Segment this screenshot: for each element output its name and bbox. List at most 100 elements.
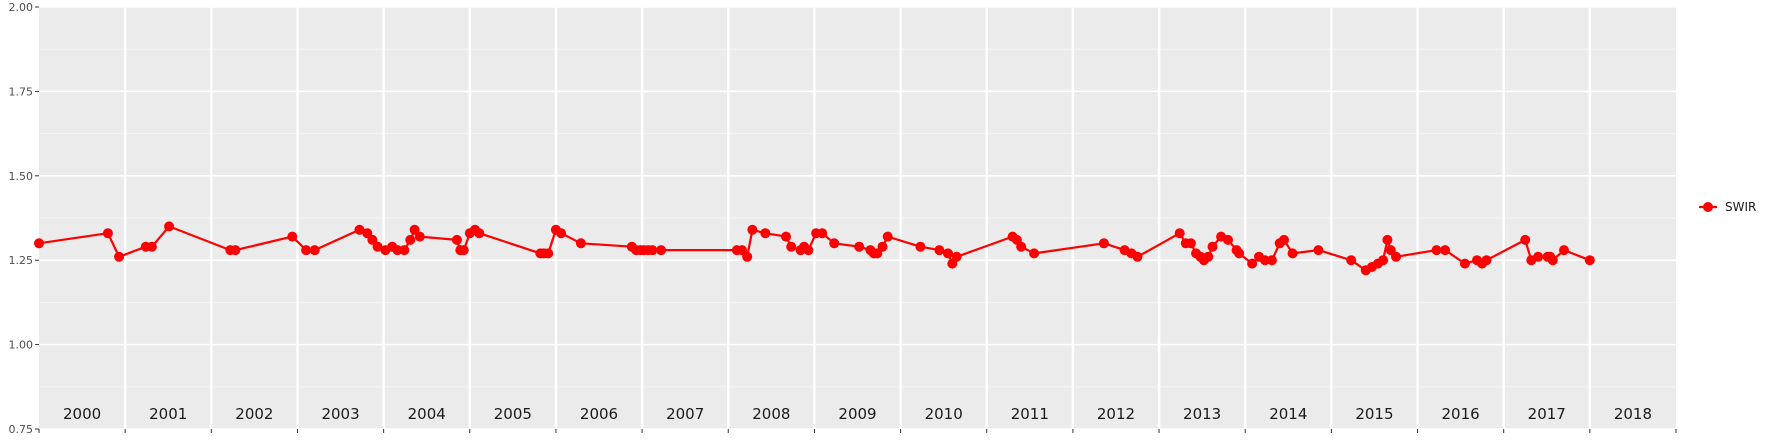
- data-point-swir: [301, 245, 312, 256]
- data-point-swir: [829, 238, 840, 249]
- data-point-swir: [803, 245, 814, 256]
- year-label: 2002: [235, 405, 273, 423]
- data-point-swir: [354, 224, 365, 235]
- year-label: 2008: [752, 405, 790, 423]
- data-point-swir: [1223, 234, 1233, 245]
- data-point-swir: [287, 231, 298, 242]
- y-tick-label: 1.75: [9, 85, 34, 98]
- legend-label-swir: SWIR: [1725, 200, 1756, 214]
- data-point-swir: [1016, 241, 1027, 252]
- data-point-swir: [474, 228, 485, 239]
- data-point-swir: [1029, 248, 1040, 259]
- data-point-swir: [543, 248, 554, 259]
- data-point-swir: [1207, 241, 1218, 252]
- year-label: 2011: [1011, 405, 1049, 423]
- data-point-swir: [1440, 245, 1451, 256]
- data-point-swir: [1266, 255, 1277, 266]
- data-point-swir: [399, 245, 410, 256]
- data-point-swir: [817, 228, 828, 239]
- data-point-swir: [1559, 245, 1569, 256]
- grid-layer: [39, 6, 1676, 430]
- series-layer: [34, 221, 1595, 276]
- data-point-swir: [405, 234, 416, 245]
- axis-layer: 0.75 1.00 1.25 1.50 1.75 2.00 2000 2001 2002 2003…: [9, 1, 1677, 436]
- y-tick-label: 1.00: [9, 339, 34, 352]
- year-label: 2003: [321, 405, 359, 423]
- data-point-swir: [102, 228, 113, 239]
- data-point-swir: [915, 241, 926, 252]
- data-point-swir: [760, 228, 771, 239]
- data-point-swir: [34, 238, 44, 249]
- y-tick-label: 1.25: [9, 254, 34, 267]
- data-point-swir: [647, 245, 658, 256]
- data-point-swir: [1391, 251, 1401, 262]
- data-point-swir: [747, 224, 758, 235]
- year-label: 2007: [666, 405, 704, 423]
- data-point-swir: [1287, 248, 1298, 259]
- data-point-swir: [1481, 255, 1492, 266]
- year-label: 2001: [149, 405, 187, 423]
- data-point-swir: [1234, 248, 1245, 259]
- data-point-swir: [1346, 255, 1357, 266]
- data-point-swir: [1174, 228, 1185, 239]
- data-point-swir: [392, 245, 403, 256]
- data-point-swir: [854, 241, 865, 252]
- data-point-swir: [882, 231, 893, 242]
- data-point-swir: [458, 245, 469, 256]
- data-point-swir: [1247, 258, 1258, 269]
- legend: SWIR: [1699, 200, 1756, 214]
- data-point-swir: [230, 245, 241, 256]
- year-label: 2000: [63, 405, 101, 423]
- y-tick-label: 2.00: [9, 1, 34, 14]
- data-point-swir: [1260, 255, 1270, 266]
- data-point-swir: [372, 241, 383, 252]
- data-point-swir: [1533, 251, 1544, 262]
- data-point-swir: [556, 228, 567, 239]
- data-point-swir: [1098, 238, 1109, 249]
- data-point-swir: [1547, 255, 1558, 266]
- data-point-swir: [943, 248, 953, 259]
- data-point-swir: [786, 241, 797, 252]
- legend-key-swir: [1703, 202, 1713, 212]
- data-point-swir: [409, 224, 420, 235]
- year-label: 2018: [1614, 405, 1652, 423]
- data-point-swir: [1431, 245, 1442, 256]
- data-point-swir: [1132, 251, 1143, 262]
- data-point-swir: [1584, 255, 1595, 266]
- data-point-swir: [1459, 258, 1470, 269]
- data-point-swir: [309, 245, 320, 256]
- year-label: 2005: [494, 405, 532, 423]
- year-label: 2016: [1442, 405, 1480, 423]
- data-point-swir: [1378, 255, 1389, 266]
- year-label: 2012: [1097, 405, 1135, 423]
- year-label: 2010: [925, 405, 963, 423]
- data-point-swir: [1313, 245, 1324, 256]
- data-point-swir: [934, 245, 945, 256]
- year-label: 2014: [1269, 405, 1307, 423]
- data-point-swir: [1279, 234, 1289, 245]
- data-point-swir: [575, 238, 586, 249]
- year-label: 2009: [838, 405, 876, 423]
- data-point-swir: [1185, 238, 1196, 249]
- year-label: 2017: [1528, 405, 1566, 423]
- data-point-swir: [367, 234, 378, 245]
- data-point-swir: [146, 241, 157, 252]
- data-point-swir: [781, 231, 791, 242]
- data-point-swir: [414, 231, 425, 242]
- year-label: 2015: [1355, 405, 1393, 423]
- y-tick-label: 0.75: [9, 423, 34, 436]
- year-label: 2013: [1183, 405, 1221, 423]
- y-tick-label: 1.50: [9, 170, 34, 183]
- year-label: 2006: [580, 405, 618, 423]
- data-point-swir: [951, 251, 962, 262]
- year-label: 2004: [408, 405, 446, 423]
- data-point-swir: [1382, 234, 1393, 245]
- data-point-swir: [1203, 251, 1214, 262]
- data-point-swir: [1520, 234, 1531, 245]
- data-point-swir: [742, 251, 753, 262]
- data-point-swir: [656, 245, 667, 256]
- data-point-swir: [114, 251, 125, 262]
- data-point-swir: [877, 241, 888, 252]
